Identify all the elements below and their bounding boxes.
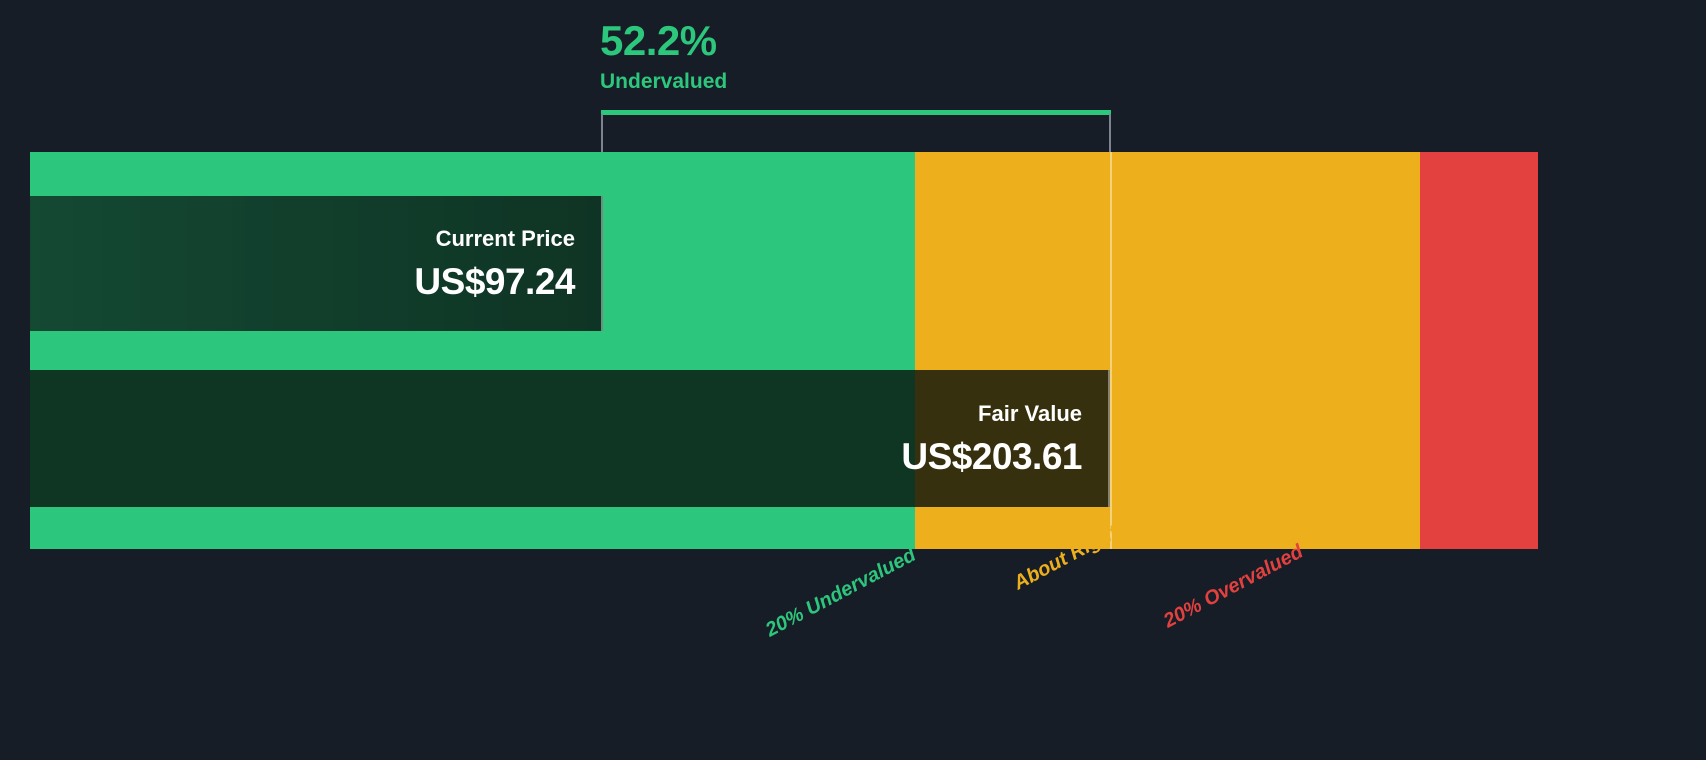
valuation-status-label: Undervalued <box>600 70 728 93</box>
zone-band-overvalued <box>1420 152 1538 549</box>
undervalued-percent: 52.2% <box>600 17 717 64</box>
bracket-leg-right <box>1109 114 1111 156</box>
current-price-title: Current Price <box>435 225 575 251</box>
headline: 52.2% Undervalued <box>600 17 728 93</box>
fair-value-box: Fair Value US$203.61 <box>30 370 1110 507</box>
current-price-value: US$97.24 <box>414 260 575 302</box>
bracket-leg-left <box>601 114 603 156</box>
zone-divider-about-right <box>1110 152 1112 549</box>
fair-value-value: US$203.61 <box>901 435 1082 477</box>
axis-label-undervalued: 20% Undervalued <box>762 543 920 642</box>
fair-value-title: Fair Value <box>978 400 1082 426</box>
bracket-top-line <box>601 110 1111 115</box>
current-price-box: Current Price US$97.24 <box>30 196 603 331</box>
axis-label-overvalued: 20% Overvalued <box>1160 540 1307 633</box>
valuation-range-bracket <box>601 110 1111 156</box>
